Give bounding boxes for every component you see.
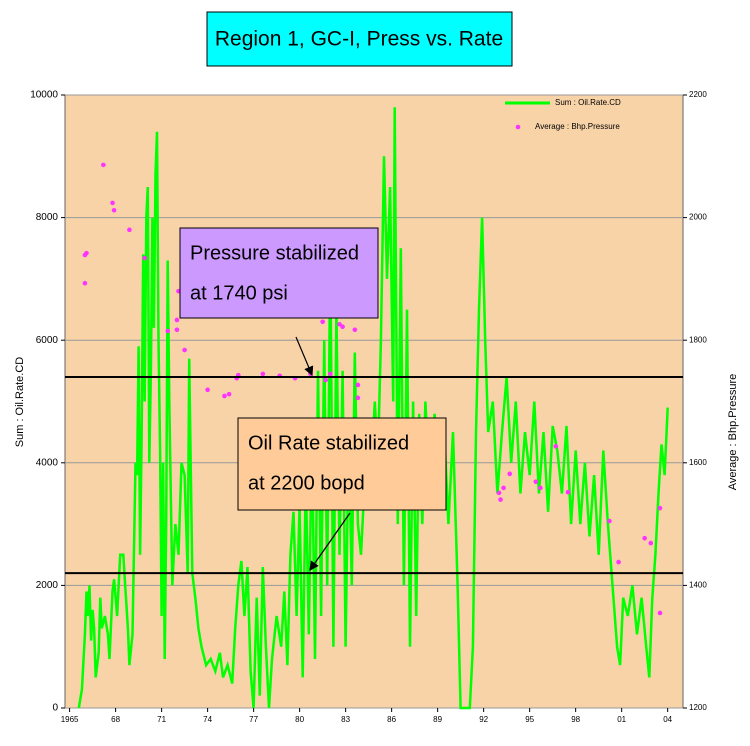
y-tick-label: 2000	[36, 580, 59, 591]
y-axis-title: Sum : Oil.Rate.CD	[14, 357, 26, 448]
y2-tick-label: 2200	[689, 90, 707, 99]
pressure-point	[165, 328, 171, 334]
annotation-arrow	[309, 512, 351, 571]
pressure-point	[174, 317, 180, 323]
x-tick-label: 77	[249, 715, 258, 724]
y-tick-label: 10000	[30, 90, 58, 101]
legend-label: Average : Bhp.Pressure	[535, 122, 620, 131]
legend-swatch	[515, 124, 521, 130]
y-tick-label: 8000	[36, 212, 59, 223]
chart-title: Region 1, GC-I, Press vs. Rate	[215, 28, 503, 51]
title-box	[206, 11, 513, 67]
y2-tick-label: 1800	[689, 335, 707, 344]
annotation-arrow	[295, 336, 314, 377]
pressure-point	[533, 479, 539, 485]
legend-label: Sum : Oil.Rate.CD	[555, 98, 621, 107]
pressure-point	[182, 347, 187, 353]
y2-tick-label: 1400	[689, 581, 707, 590]
x-tick-label: 71	[157, 715, 166, 724]
pressure-point	[174, 327, 180, 333]
x-tick-label: 74	[203, 715, 212, 724]
pressure-point	[205, 387, 210, 393]
pressure-point	[501, 485, 506, 491]
y2-tick-label: 1600	[689, 458, 707, 467]
x-tick-label: 92	[479, 715, 488, 724]
pressure-point	[355, 382, 361, 388]
annotation-text: Pressure stabilized	[190, 242, 359, 264]
pressure-point	[538, 485, 543, 491]
pressure-point	[565, 489, 571, 495]
pressure-point	[657, 610, 663, 616]
pressure-point	[616, 559, 621, 565]
y-tick-label: 0	[52, 703, 58, 714]
y2-axis-title: Average : Bhp.Pressure	[727, 374, 739, 491]
pressure-point	[111, 207, 117, 213]
pressure-point	[101, 162, 106, 168]
x-tick-label: 86	[387, 715, 396, 724]
pressure-point	[142, 255, 148, 261]
pressure-point	[352, 327, 358, 333]
pressure-point	[82, 280, 88, 286]
annotation-box	[237, 417, 447, 511]
pressure-point	[648, 540, 654, 546]
pressure-point	[110, 200, 115, 206]
x-tick-label: 1965	[61, 715, 79, 724]
pressure-point	[222, 393, 227, 399]
pressure-point	[553, 443, 559, 449]
x-tick-label: 89	[433, 715, 442, 724]
pressure-point	[496, 490, 502, 496]
pressure-point	[355, 395, 361, 401]
pressure-point	[340, 324, 345, 330]
pressure-point	[260, 371, 266, 377]
x-tick-label: 95	[525, 715, 534, 724]
annotation-text: at 2200 bopd	[248, 472, 365, 494]
pressure-point	[226, 391, 232, 397]
pressure-point	[498, 497, 503, 502]
x-tick-label: 98	[571, 715, 580, 724]
y-tick-label: 6000	[36, 335, 59, 346]
annotation-text: Oil Rate stabilized	[248, 432, 409, 454]
pressure-point	[320, 319, 325, 325]
y2-tick-label: 2000	[689, 213, 707, 222]
pressure-point	[642, 535, 647, 541]
pressure-point	[127, 227, 132, 233]
x-tick-label: 01	[617, 715, 626, 724]
x-tick-label: 04	[663, 715, 672, 724]
x-tick-label: 80	[295, 715, 304, 724]
rate-line	[77, 107, 669, 710]
pressure-point	[327, 371, 333, 377]
pressure-point	[507, 471, 513, 477]
x-tick-label: 68	[111, 715, 120, 724]
pressure-point	[323, 377, 328, 383]
annotation-text: at 1740 psi	[190, 282, 288, 304]
pressure-point	[84, 250, 89, 256]
y2-tick-label: 1200	[689, 703, 707, 712]
x-tick-label: 83	[341, 715, 350, 724]
annotation-box	[179, 227, 379, 319]
pressure-point	[607, 518, 612, 524]
pressure-point	[337, 321, 342, 327]
y-tick-label: 4000	[36, 457, 59, 468]
pressure-point	[657, 505, 663, 511]
